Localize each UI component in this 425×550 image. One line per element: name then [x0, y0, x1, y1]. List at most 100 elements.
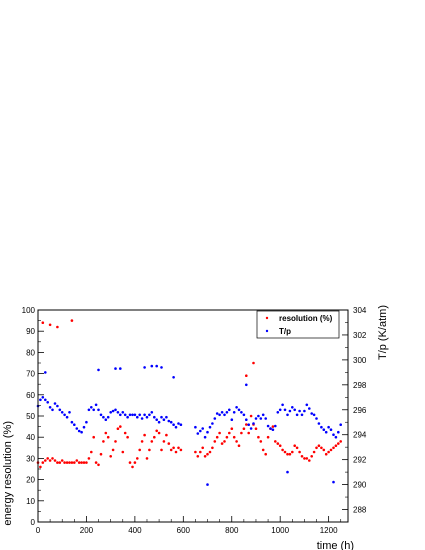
data-point	[70, 461, 74, 464]
data-point	[206, 452, 209, 456]
data-point	[320, 425, 323, 429]
data-point	[332, 433, 335, 437]
data-point	[172, 446, 175, 450]
data-point	[201, 446, 204, 450]
data-point	[92, 408, 95, 412]
data-point	[150, 364, 154, 368]
data-point	[237, 408, 241, 412]
data-point	[123, 413, 127, 417]
data-point	[85, 461, 88, 464]
data-point	[119, 413, 122, 417]
data-point	[150, 440, 154, 443]
data-point	[65, 415, 69, 419]
data-point	[215, 435, 219, 439]
data-point	[286, 470, 289, 474]
data-point	[136, 457, 139, 460]
data-point	[303, 457, 306, 460]
x-tick-label: 400	[128, 526, 142, 535]
data-point	[46, 401, 49, 404]
data-point	[179, 423, 183, 427]
legend: resolution (%) T/p	[256, 310, 340, 339]
data-point	[167, 419, 171, 423]
y-left-tick-label: 50	[26, 412, 35, 421]
y-right-tick-label: 302	[353, 331, 367, 340]
legend-label-resolution: resolution (%)	[279, 314, 333, 323]
data-point	[327, 425, 330, 429]
data-point	[58, 408, 62, 412]
data-point	[116, 411, 120, 414]
data-point	[257, 435, 260, 439]
data-point	[249, 427, 253, 430]
data-point	[286, 413, 289, 417]
data-point	[119, 367, 122, 370]
data-point	[73, 423, 76, 427]
data-point	[138, 413, 141, 417]
data-point	[211, 422, 214, 425]
data-point	[148, 413, 151, 417]
data-point	[41, 396, 45, 399]
data-point	[305, 457, 309, 460]
y-right-tick-label: 290	[353, 481, 367, 490]
data-point	[140, 417, 144, 420]
data-point	[87, 408, 91, 412]
data-points	[36, 319, 343, 486]
x-tick-label: 800	[225, 526, 239, 535]
data-point	[199, 429, 202, 433]
data-point	[288, 409, 292, 413]
data-point	[106, 415, 110, 419]
data-point	[274, 424, 277, 428]
data-point	[213, 440, 217, 443]
data-point	[283, 408, 287, 412]
data-point	[131, 465, 134, 469]
data-point	[322, 448, 326, 452]
data-point	[269, 427, 272, 430]
data-point	[235, 406, 238, 409]
data-point	[126, 435, 129, 439]
data-point	[322, 428, 326, 432]
data-point	[223, 440, 226, 443]
data-point	[293, 408, 297, 412]
data-point	[172, 376, 175, 379]
data-point	[312, 413, 316, 417]
x-tick-label: 200	[80, 526, 94, 535]
data-point	[208, 450, 212, 454]
data-point	[99, 413, 103, 417]
data-point	[266, 435, 270, 439]
data-point	[63, 413, 66, 417]
data-point	[220, 442, 224, 445]
y-left-tick-label: 20	[26, 476, 35, 485]
data-point	[143, 433, 146, 437]
data-point	[82, 425, 86, 429]
data-point	[85, 420, 88, 424]
data-point	[295, 446, 299, 450]
data-point	[203, 435, 207, 439]
data-point	[143, 413, 146, 417]
data-point	[264, 452, 268, 456]
data-point	[90, 450, 93, 454]
data-point	[133, 413, 137, 417]
data-point	[177, 446, 180, 450]
data-point	[324, 452, 328, 456]
y-left-tick-label: 10	[26, 497, 35, 506]
data-point	[291, 450, 294, 454]
data-point	[298, 409, 301, 413]
data-point	[133, 461, 137, 464]
data-point	[68, 461, 71, 464]
data-point	[237, 444, 241, 448]
data-point	[305, 403, 309, 407]
data-point	[114, 408, 117, 412]
data-point	[155, 429, 158, 433]
data-point	[208, 425, 212, 429]
data-point	[70, 420, 74, 424]
data-point	[196, 455, 200, 458]
data-point	[213, 417, 217, 420]
x-tick-label: 0	[36, 526, 41, 535]
data-point	[242, 427, 246, 431]
data-point	[128, 461, 132, 464]
legend-box	[256, 310, 340, 339]
data-point	[286, 452, 289, 456]
data-point	[276, 442, 280, 445]
axes: 0 200 400 600 800 1000 1200 0 10 20 30 40 50 60 70 80 90…	[22, 306, 367, 535]
data-point	[315, 417, 318, 420]
data-point	[153, 415, 156, 419]
